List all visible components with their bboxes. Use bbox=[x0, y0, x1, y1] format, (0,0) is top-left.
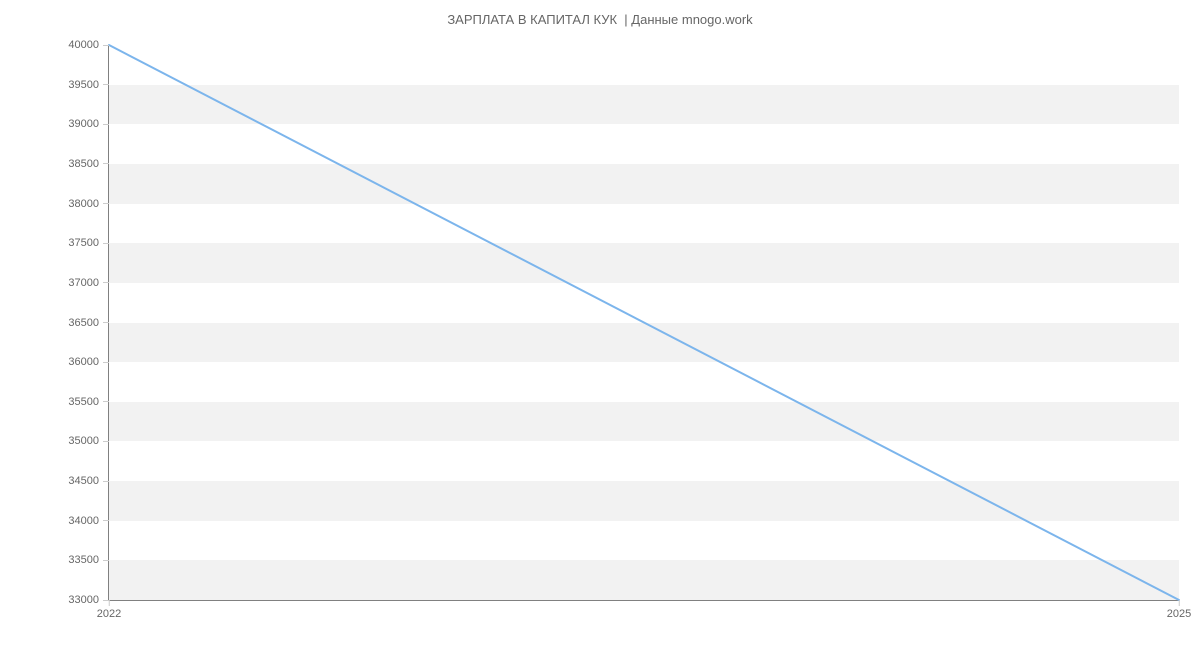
y-tick-mark bbox=[103, 322, 109, 323]
y-tick: 37500 bbox=[68, 237, 109, 249]
chart-title: ЗАРПЛАТА В КАПИТАЛ КУК | Данные mnogo.wo… bbox=[0, 12, 1200, 27]
y-tick-mark bbox=[103, 84, 109, 85]
y-tick-label: 33000 bbox=[68, 594, 99, 606]
y-tick: 38500 bbox=[68, 158, 109, 170]
y-tick: 35500 bbox=[68, 396, 109, 408]
x-tick: 2022 bbox=[97, 600, 121, 620]
y-tick-mark bbox=[103, 481, 109, 482]
y-tick-label: 35500 bbox=[68, 396, 99, 408]
y-tick-mark bbox=[103, 163, 109, 164]
y-tick-mark bbox=[103, 441, 109, 442]
y-tick: 38000 bbox=[68, 198, 109, 210]
y-tick-label: 34000 bbox=[68, 515, 99, 527]
y-tick: 33500 bbox=[68, 554, 109, 566]
y-tick-label: 37500 bbox=[68, 237, 99, 249]
y-tick-label: 36000 bbox=[68, 356, 99, 368]
y-tick-mark bbox=[103, 520, 109, 521]
y-tick-mark bbox=[103, 282, 109, 283]
y-tick-label: 35000 bbox=[68, 435, 99, 447]
line-series bbox=[109, 45, 1179, 600]
y-tick-label: 33500 bbox=[68, 554, 99, 566]
y-tick-label: 40000 bbox=[68, 39, 99, 51]
x-tick: 2025 bbox=[1167, 600, 1191, 620]
x-tick-label: 2025 bbox=[1167, 608, 1191, 620]
y-tick-label: 39000 bbox=[68, 118, 99, 130]
y-tick: 34000 bbox=[68, 515, 109, 527]
y-tick: 36500 bbox=[68, 317, 109, 329]
y-tick: 34500 bbox=[68, 475, 109, 487]
y-tick-label: 39500 bbox=[68, 79, 99, 91]
y-tick: 35000 bbox=[68, 435, 109, 447]
x-tick-mark bbox=[108, 600, 109, 606]
y-tick-label: 34500 bbox=[68, 475, 99, 487]
y-tick: 39500 bbox=[68, 79, 109, 91]
series-line bbox=[109, 45, 1179, 600]
y-tick-label: 38000 bbox=[68, 198, 99, 210]
y-tick-mark bbox=[103, 362, 109, 363]
y-tick-label: 37000 bbox=[68, 277, 99, 289]
y-tick-label: 38500 bbox=[68, 158, 99, 170]
y-tick: 36000 bbox=[68, 356, 109, 368]
chart-container: ЗАРПЛАТА В КАПИТАЛ КУК | Данные mnogo.wo… bbox=[0, 0, 1200, 650]
y-tick-label: 36500 bbox=[68, 317, 99, 329]
y-tick: 40000 bbox=[68, 39, 109, 51]
plot-area: 3300033500340003450035000355003600036500… bbox=[108, 45, 1179, 601]
y-tick-mark bbox=[103, 203, 109, 204]
x-tick-label: 2022 bbox=[97, 608, 121, 620]
y-tick-mark bbox=[103, 124, 109, 125]
y-tick-mark bbox=[103, 243, 109, 244]
y-tick: 39000 bbox=[68, 118, 109, 130]
y-tick-mark bbox=[103, 45, 109, 46]
y-tick-mark bbox=[103, 560, 109, 561]
y-tick-mark bbox=[103, 401, 109, 402]
x-tick-mark bbox=[1178, 600, 1179, 606]
y-tick: 37000 bbox=[68, 277, 109, 289]
